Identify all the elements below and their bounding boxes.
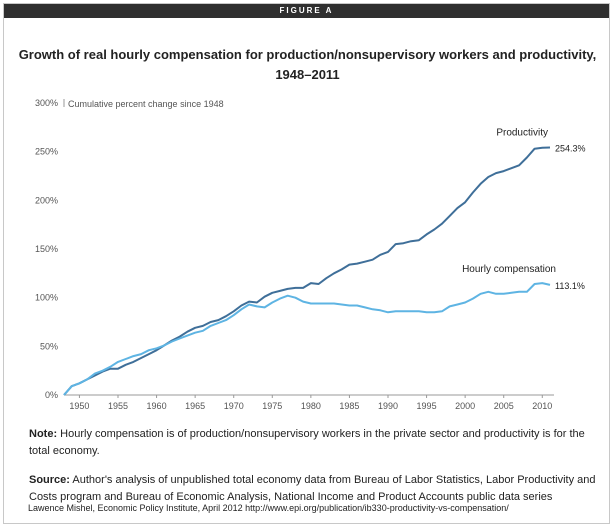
x-tick-label: 1955: [108, 401, 128, 411]
x-tick-label: 1990: [378, 401, 398, 411]
source-label: Source:: [29, 474, 70, 486]
y-tick-label: 0%: [45, 390, 58, 400]
y-axis-label: Cumulative percent change since 1948: [68, 99, 224, 109]
x-tick-label: 1980: [301, 401, 321, 411]
x-tick-label: 1975: [262, 401, 282, 411]
figure-frame: [3, 3, 610, 524]
x-tick-label: 2005: [494, 401, 514, 411]
y-tick-label: 300%: [35, 98, 58, 108]
series-end-value-label: 113.1%: [555, 281, 585, 291]
series-name-label: Productivity: [496, 127, 548, 138]
y-tick-label: 50%: [40, 341, 58, 351]
source-text: Author's analysis of unpublished total e…: [29, 474, 596, 503]
series-label-group: Productivity 254.3% Hourly compensation 113…: [462, 127, 585, 290]
x-tick-label: 1995: [417, 401, 437, 411]
y-tick-label: 100%: [35, 293, 58, 303]
x-tick-label: 1960: [147, 401, 167, 411]
y-tick-label: 250%: [35, 147, 58, 157]
series-line-hourly-compensation: [63, 282, 551, 396]
x-tick-group: 1950 1955 1960 1965 1970 1975 1980 1985 1990 1995…: [69, 395, 552, 411]
series-group: [63, 146, 551, 396]
figure-label: FIGURE A: [4, 4, 609, 18]
chart-title: Growth of real hourly compensation for p…: [18, 47, 597, 82]
x-tick-label: 1970: [224, 401, 244, 411]
series-line-productivity: [63, 146, 551, 396]
y-tick-label: 150%: [35, 244, 58, 254]
chart-source: Source: Author's analysis of unpublished…: [29, 472, 604, 506]
chart-note: Note: Hourly compensation is of producti…: [29, 426, 594, 460]
series-end-value-label: 254.3%: [555, 143, 586, 153]
x-tick-label: 1965: [185, 401, 205, 411]
x-tick-label: 2010: [532, 401, 552, 411]
y-tick-label: 200%: [35, 195, 58, 205]
y-tick-group: 0% 50% 100% 150% 200% 250% 300%: [35, 98, 65, 400]
credit-line: Lawence Mishel, Economic Policy Institut…: [28, 503, 509, 513]
x-tick-label: 1950: [69, 401, 89, 411]
note-label: Note:: [29, 428, 58, 440]
x-tick-label: 1985: [339, 401, 359, 411]
series-name-label: Hourly compensation: [462, 264, 556, 275]
x-tick-label: 2000: [455, 401, 475, 411]
note-text: Hourly compensation is of production/non…: [29, 428, 585, 457]
